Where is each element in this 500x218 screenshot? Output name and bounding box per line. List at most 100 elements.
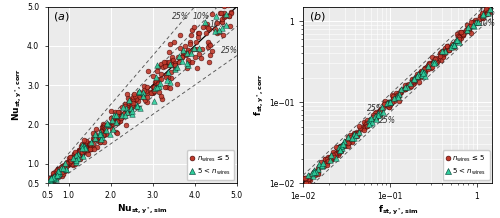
Point [172,64,179,67]
Point [418,73,426,77]
Point [200,20,208,24]
Point [364,118,372,121]
Point [173,82,181,85]
Point [380,103,388,106]
Point [339,142,347,146]
Point [92,127,100,130]
Text: 25%: 25% [379,116,396,125]
Point [54,170,62,174]
Point [336,144,344,147]
Point [450,43,458,46]
Point [367,116,375,120]
Point [166,63,173,66]
Point [191,55,199,59]
Point [114,122,122,125]
Point [70,162,78,166]
Point [56,169,64,173]
Point [152,75,160,78]
Point [162,75,170,78]
Point [96,135,104,139]
Point [46,182,54,185]
Point [362,123,370,126]
Point [78,150,86,154]
Point [407,84,415,88]
Point [202,24,210,28]
Point [78,150,86,153]
Point [52,172,60,176]
Point [78,142,86,145]
Point [204,26,212,29]
Point [430,59,438,62]
Point [58,165,66,168]
Point [470,24,478,27]
Point [372,110,380,113]
Point [114,116,122,120]
Point [139,90,147,94]
Point [66,157,74,160]
Point [417,74,425,77]
Point [314,168,322,171]
Point [150,89,158,92]
Point [364,121,372,124]
Point [90,147,98,150]
Point [159,65,167,69]
Point [416,75,424,78]
Point [402,86,410,90]
Point [50,174,58,178]
Point [126,100,134,104]
Point [122,123,130,127]
Point [350,131,358,135]
Point [458,33,466,36]
Point [130,92,138,96]
Point [196,32,203,35]
Point [386,100,394,103]
Point [478,17,486,20]
Point [74,153,82,156]
Point [202,31,210,34]
Point [90,142,98,145]
Point [395,92,403,96]
Point [60,167,68,171]
Point [141,98,149,102]
Point [165,60,173,64]
Point [49,175,57,179]
Point [128,103,136,107]
Point [324,159,332,163]
Point [452,39,460,43]
Point [58,170,66,174]
Text: $(a)$: $(a)$ [53,10,70,23]
Point [78,143,86,146]
Point [386,103,394,107]
Point [410,79,418,82]
Point [408,81,416,84]
Point [132,97,140,101]
Point [410,77,418,81]
Point [96,135,104,139]
Point [116,115,124,118]
Point [76,152,84,156]
Point [146,91,154,94]
Point [139,94,147,97]
Point [176,54,184,58]
Point [216,11,224,15]
Point [80,143,88,146]
Point [76,156,84,160]
Point [114,114,122,118]
Point [417,70,425,73]
Point [370,117,378,121]
Point [478,15,486,19]
Point [136,107,144,110]
Point [62,168,70,171]
Point [162,85,170,89]
Point [222,24,230,27]
Point [108,123,116,126]
Point [431,57,439,60]
Point [444,48,452,51]
Point [84,141,92,145]
Point [305,175,313,178]
Point [151,80,159,84]
Point [162,78,170,82]
Point [55,172,63,175]
Point [73,155,81,158]
Point [310,170,318,174]
